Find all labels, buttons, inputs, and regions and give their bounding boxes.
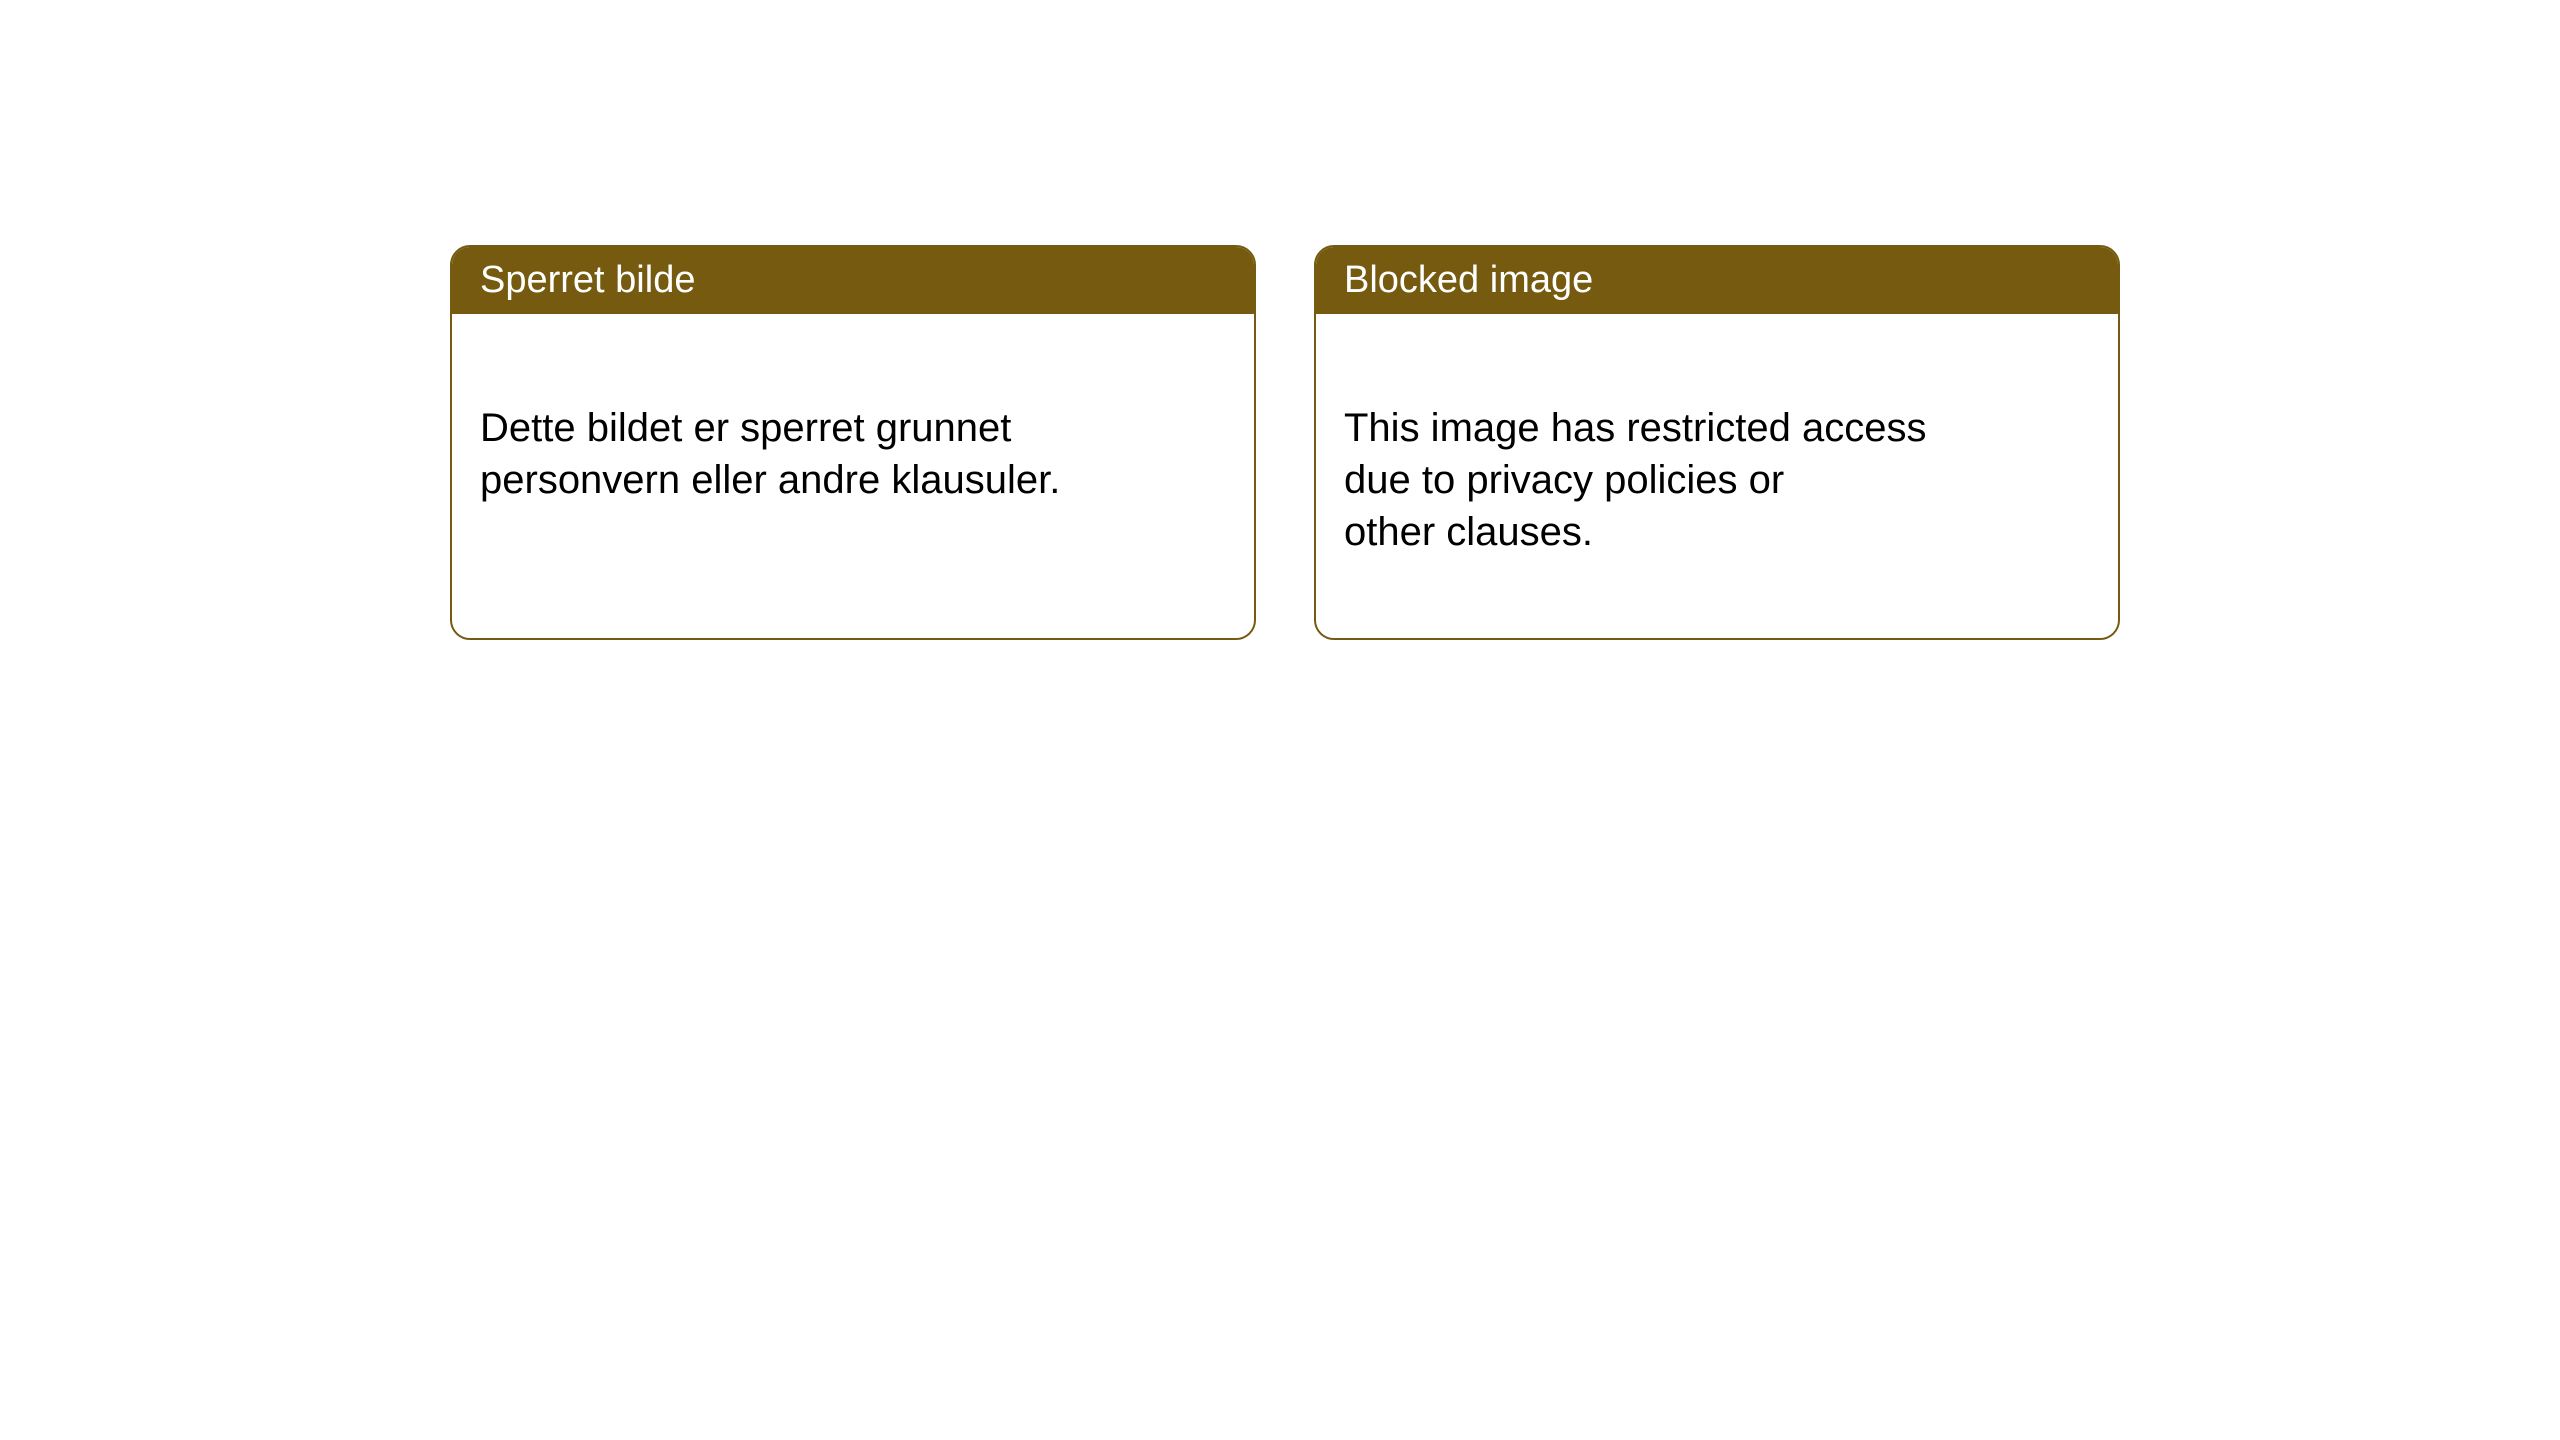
notice-card-title: Blocked image xyxy=(1344,259,1593,301)
notice-card-title: Sperret bilde xyxy=(480,259,695,301)
notice-card-body: Dette bildet er sperret grunnet personve… xyxy=(452,314,1254,586)
notice-card-english: Blocked image This image has restricted … xyxy=(1314,245,2120,640)
notice-card-norwegian: Sperret bilde Dette bildet er sperret gr… xyxy=(450,245,1256,640)
notice-card-body: This image has restricted access due to … xyxy=(1316,314,2118,638)
notice-card-header: Sperret bilde xyxy=(452,247,1254,314)
notice-card-text: This image has restricted access due to … xyxy=(1344,406,1926,554)
notice-card-text: Dette bildet er sperret grunnet personve… xyxy=(480,406,1060,502)
notice-container: Sperret bilde Dette bildet er sperret gr… xyxy=(0,0,2560,640)
notice-card-header: Blocked image xyxy=(1316,247,2118,314)
